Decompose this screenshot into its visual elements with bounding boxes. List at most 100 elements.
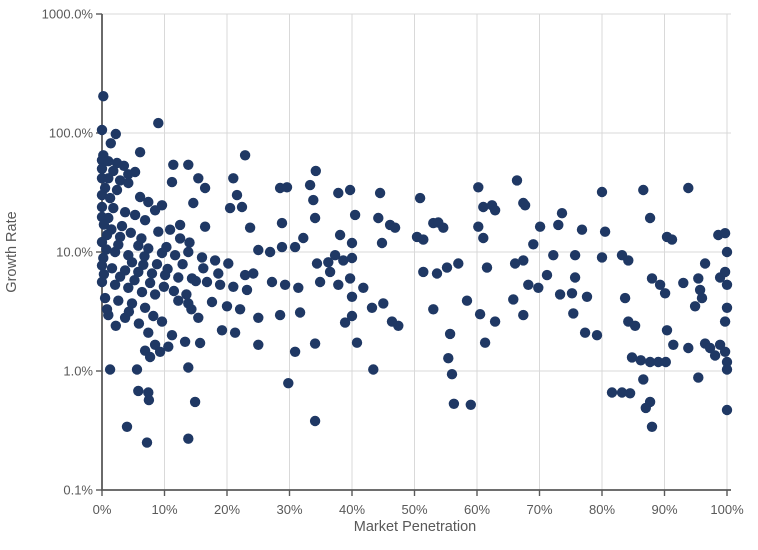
data-point — [414, 192, 426, 204]
gridlines — [102, 13, 731, 490]
data-point — [101, 304, 113, 315]
data-point — [453, 258, 464, 269]
data-point — [134, 191, 146, 203]
data-point — [106, 263, 118, 274]
data-point — [274, 309, 286, 321]
data-point — [99, 292, 111, 304]
data-point — [116, 220, 128, 232]
data-point — [553, 219, 564, 231]
data-point — [131, 364, 143, 375]
data-point — [283, 378, 294, 389]
data-point — [113, 239, 124, 250]
data-point — [239, 150, 251, 161]
data-point — [428, 304, 439, 315]
data-point — [183, 159, 194, 170]
data-point — [606, 387, 618, 398]
data-point — [719, 228, 731, 239]
data-point — [719, 316, 731, 327]
data-point — [134, 147, 146, 158]
data-point — [591, 330, 603, 341]
data-point — [108, 202, 119, 214]
data-point — [153, 226, 164, 237]
data-point — [241, 284, 253, 296]
data-point — [576, 224, 588, 235]
x-tick-label: 40% — [339, 502, 365, 517]
data-point — [186, 304, 197, 315]
data-point — [266, 276, 278, 288]
data-point — [168, 285, 180, 297]
y-tick-label: 100.0% — [49, 126, 94, 141]
data-point — [244, 222, 256, 233]
data-point — [156, 316, 168, 327]
data-point — [473, 221, 484, 232]
data-point — [162, 263, 173, 275]
data-point — [109, 279, 121, 290]
data-point — [554, 289, 566, 300]
data-point — [101, 244, 112, 255]
data-point — [333, 279, 344, 290]
data-point — [431, 268, 443, 279]
data-point — [189, 396, 201, 408]
data-point — [177, 259, 188, 270]
data-point — [623, 255, 634, 266]
data-point — [624, 388, 636, 399]
data-point — [108, 165, 119, 177]
data-point — [438, 222, 449, 233]
data-point — [346, 291, 358, 302]
data-point — [151, 259, 163, 270]
data-point — [569, 250, 581, 261]
data-point — [183, 246, 194, 258]
data-point — [179, 336, 191, 347]
x-tick-label: 100% — [710, 502, 744, 517]
data-point — [534, 221, 546, 232]
data-point — [446, 369, 458, 380]
data-point — [196, 252, 208, 263]
data-point — [146, 268, 158, 279]
y-tick-label: 1.0% — [63, 364, 93, 379]
data-point — [199, 182, 211, 194]
data-point — [143, 196, 154, 208]
data-point — [660, 356, 671, 368]
data-point — [418, 234, 429, 245]
data-point — [509, 258, 521, 269]
data-point — [644, 356, 656, 368]
scatter-points — [96, 91, 733, 448]
data-point — [311, 258, 323, 269]
data-point — [96, 124, 108, 136]
x-tick-label: 60% — [464, 502, 490, 517]
data-point — [699, 258, 711, 269]
data-point — [479, 337, 491, 348]
data-point — [188, 197, 199, 209]
y-axis-title: Growth Rate — [4, 211, 20, 292]
x-tick-label: 90% — [651, 502, 677, 517]
data-point — [721, 404, 733, 416]
data-point — [339, 317, 351, 328]
data-point — [448, 398, 460, 409]
data-point — [123, 306, 135, 317]
data-point — [183, 433, 194, 444]
data-point — [213, 268, 224, 279]
y-tick-label: 10.0% — [56, 245, 93, 260]
data-point — [638, 184, 649, 196]
y-tick-labels: 0.1% 1.0% 10.0% 100.0% 1000.0% — [42, 7, 94, 498]
data-point — [659, 288, 671, 299]
data-point — [98, 91, 109, 102]
data-point — [310, 165, 321, 177]
data-point — [528, 239, 539, 250]
data-point — [443, 353, 454, 364]
data-point — [444, 328, 456, 340]
data-point — [184, 237, 195, 248]
data-point — [193, 173, 204, 184]
data-point — [123, 282, 134, 293]
data-point — [276, 217, 288, 229]
data-point — [110, 320, 122, 331]
data-point — [113, 295, 124, 306]
data-point — [599, 226, 611, 237]
data-point — [556, 208, 568, 219]
data-point — [173, 295, 184, 306]
y-tick-label: 1000.0% — [42, 7, 94, 22]
data-point — [616, 387, 628, 398]
data-point — [253, 339, 264, 350]
data-point — [181, 289, 192, 300]
data-point — [518, 309, 529, 321]
